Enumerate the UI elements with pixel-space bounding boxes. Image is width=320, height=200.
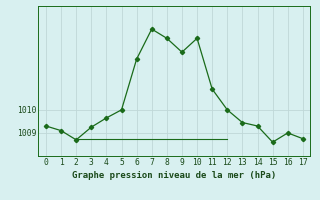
X-axis label: Graphe pression niveau de la mer (hPa): Graphe pression niveau de la mer (hPa) xyxy=(72,171,276,180)
